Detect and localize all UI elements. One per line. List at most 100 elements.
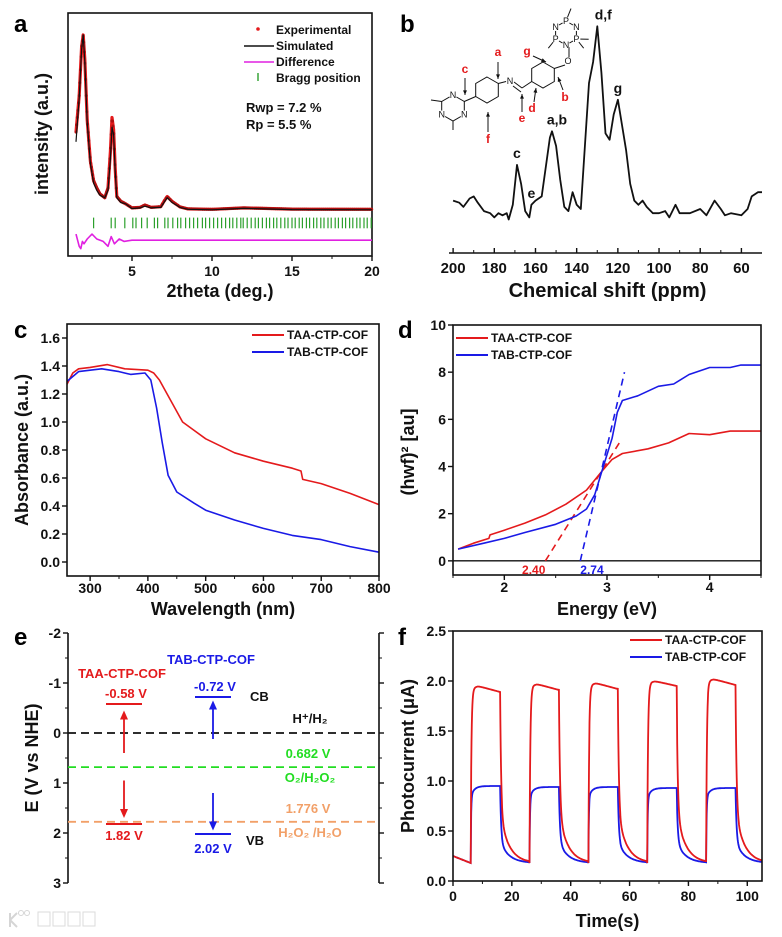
fit-annotation: Rwp = 7.2 % bbox=[246, 100, 322, 115]
y-tick-label: 6 bbox=[438, 411, 446, 427]
x-tick-label: 20 bbox=[504, 888, 520, 904]
vb-value-label: 1.82 V bbox=[105, 828, 143, 843]
x-tick-label: 10 bbox=[204, 263, 220, 279]
atom-label-n: N bbox=[507, 76, 514, 86]
structure-label: e bbox=[519, 111, 526, 125]
x-tick-label: 15 bbox=[284, 263, 300, 279]
y-tick-label: 0.5 bbox=[427, 823, 447, 839]
x-tick-label: 20 bbox=[364, 263, 380, 279]
atom-label-n: N bbox=[563, 40, 570, 50]
series-line-tab-ctp-cof bbox=[66, 368, 380, 553]
y-tick-label: 0 bbox=[53, 725, 61, 741]
atom-label-n: N bbox=[450, 90, 457, 100]
peak-label: d,f bbox=[595, 6, 612, 22]
y-axis-title: Absorbance (a.u.) bbox=[12, 374, 32, 526]
cb-value-label: -0.58 V bbox=[105, 686, 147, 701]
peak-label: a,b bbox=[547, 111, 567, 127]
peak-label: e bbox=[527, 185, 535, 201]
atom-label-p: P bbox=[563, 16, 569, 26]
phenyl-ring bbox=[475, 76, 499, 104]
structure-label: c bbox=[462, 62, 469, 76]
x-tick-label: 600 bbox=[252, 580, 276, 596]
arrow-head bbox=[463, 90, 467, 95]
structure-label: f bbox=[486, 132, 491, 146]
reference-couple-label: O₂/H₂O₂ bbox=[285, 770, 336, 785]
arrow-head bbox=[520, 94, 524, 99]
y-tick-label: 0 bbox=[438, 553, 446, 569]
x-tick-label: 100 bbox=[736, 888, 760, 904]
x-tick-label: 80 bbox=[692, 260, 709, 277]
y-tick-label: 1 bbox=[53, 775, 61, 791]
y-tick-label: 2.5 bbox=[427, 623, 447, 639]
material-name: TAB-CTP-COF bbox=[167, 652, 255, 667]
x-tick-label: 140 bbox=[564, 260, 589, 277]
atom-label-o: O bbox=[564, 56, 571, 66]
arrow-head bbox=[557, 77, 562, 82]
atom-background bbox=[562, 17, 570, 25]
x-axis-title: Chemical shift (ppm) bbox=[509, 280, 707, 302]
structure-label: b bbox=[561, 90, 568, 104]
x-tick-label: 5 bbox=[128, 263, 136, 279]
atom-label-n: N bbox=[438, 110, 445, 120]
watermark-mark bbox=[9, 912, 18, 928]
x-tick-label: 300 bbox=[78, 580, 102, 596]
panel-d: 2.40 2.74 2 3 4 0 2 4 6 8 10 Energy (eV) (hwf)² [au]… bbox=[398, 317, 762, 619]
bond bbox=[554, 64, 566, 69]
x-tick-label: 40 bbox=[563, 888, 579, 904]
panel-label: f bbox=[398, 624, 407, 651]
y-tick-label: 0.0 bbox=[427, 873, 447, 889]
x-tick-label: 800 bbox=[367, 580, 391, 596]
y-tick-label: 0.2 bbox=[41, 526, 61, 542]
y-axis-title: (hwf)² [au] bbox=[398, 409, 418, 496]
series-line-tab-ctp-cof bbox=[457, 364, 761, 550]
peak-label: c bbox=[513, 145, 521, 161]
plot-frame bbox=[67, 12, 373, 257]
y-axis-title: E (V vs NHE) bbox=[22, 703, 42, 812]
reference-couple-label: H₂O₂ /H₂O bbox=[278, 825, 342, 840]
bond bbox=[464, 96, 476, 102]
imine-bond bbox=[512, 85, 522, 93]
cb-label: CB bbox=[250, 689, 269, 704]
legend-label: Experimental bbox=[276, 23, 351, 37]
panel-label: e bbox=[14, 624, 27, 651]
x-axis-title: 2theta (deg.) bbox=[166, 281, 273, 301]
phenyl-ring bbox=[531, 61, 555, 89]
watermark-mark bbox=[24, 910, 30, 916]
watermark-glyph bbox=[82, 911, 96, 927]
x-tick-label: 60 bbox=[733, 260, 750, 277]
y-tick-label: 1.0 bbox=[41, 414, 61, 430]
legend-label: TAB-CTP-COF bbox=[491, 348, 572, 362]
legend-label: TAA-CTP-COF bbox=[491, 331, 572, 345]
plot-frame bbox=[66, 323, 380, 577]
y-axis-title: Photocurrent (μA) bbox=[398, 679, 418, 833]
x-tick-label: 3 bbox=[603, 579, 611, 595]
series-line-tab-ctp-cof bbox=[452, 785, 763, 865]
panel-c: 300 400 500 600 700 800 0.0 0.2 0.4 0.6 0.8 1.0 1.2 1… bbox=[12, 323, 391, 619]
arrow-head bbox=[209, 821, 217, 831]
y-tick-label: 2.0 bbox=[427, 673, 447, 689]
atom-background bbox=[551, 35, 560, 43]
y-tick-label: 1.0 bbox=[427, 773, 447, 789]
series-line-spectrum bbox=[452, 25, 762, 221]
molecular-structure bbox=[430, 8, 589, 130]
vb-value-label: 2.02 V bbox=[194, 841, 232, 856]
x-tick-label: 2 bbox=[500, 579, 508, 595]
arrow-head bbox=[120, 809, 128, 818]
atom-label-p: P bbox=[553, 34, 559, 44]
structure-label: d bbox=[528, 101, 535, 115]
y-tick-label: 0.8 bbox=[41, 442, 61, 458]
atom-label-p: P bbox=[573, 34, 579, 44]
panel-label: d bbox=[398, 317, 413, 344]
x-tick-label: 200 bbox=[441, 260, 466, 277]
legend-label: TAA-CTP-COF bbox=[665, 633, 746, 647]
fit-annotation: Rp = 5.5 % bbox=[246, 117, 312, 132]
panel-label: b bbox=[400, 11, 415, 38]
x-tick-label: 120 bbox=[605, 260, 630, 277]
y-tick-label: 4 bbox=[438, 459, 446, 475]
x-tick-label: 4 bbox=[706, 579, 714, 595]
series-line-taa-ctp-cof bbox=[66, 363, 380, 506]
arrow-head bbox=[541, 58, 546, 62]
y-tick-label: -2 bbox=[49, 625, 62, 641]
band-gap-label: 2.40 bbox=[522, 563, 546, 577]
